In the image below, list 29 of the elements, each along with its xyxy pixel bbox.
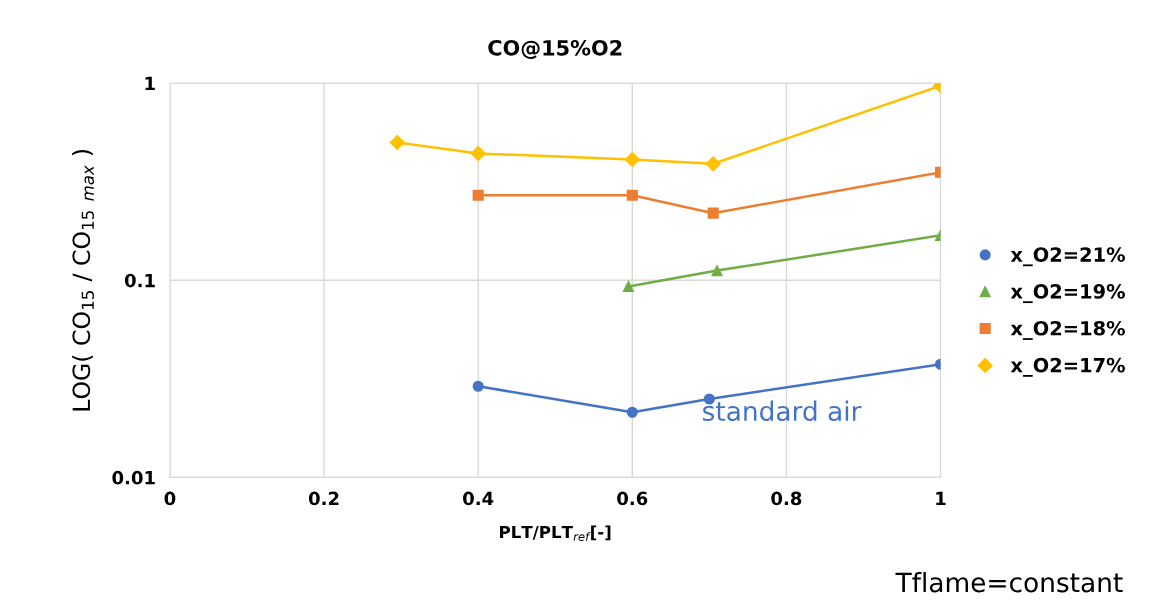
point bbox=[622, 280, 634, 293]
point bbox=[626, 406, 638, 418]
y-tick-label: 0.1 bbox=[124, 273, 155, 288]
point bbox=[470, 145, 486, 162]
point bbox=[707, 207, 719, 219]
x-tick-label: 0 bbox=[164, 491, 176, 506]
y-axis-title: LOG( CO$_{15}$ / CO$_{15 max}$ ) bbox=[71, 150, 95, 411]
legend-label: x_O2=19% bbox=[1010, 284, 1125, 304]
annotation: standard air bbox=[703, 400, 862, 422]
point bbox=[705, 156, 721, 172]
x-axis-title: PLT/PLT$_{ref}$[-] bbox=[500, 525, 611, 541]
x-tick-label: 0.4 bbox=[463, 491, 494, 506]
legend-label: x_O2=21% bbox=[1010, 247, 1125, 267]
point bbox=[472, 380, 484, 392]
x-tick-label: 0.6 bbox=[617, 491, 648, 506]
y-tick-label: 1 bbox=[145, 76, 155, 91]
x-tick-label: 0.8 bbox=[771, 491, 802, 506]
x-tick-label: 1 bbox=[936, 491, 946, 506]
y-tick-label: 0.01 bbox=[112, 470, 155, 485]
text: Tflame=constant bbox=[895, 571, 1123, 593]
point bbox=[389, 134, 405, 151]
x-tick-label: 0.2 bbox=[308, 491, 339, 506]
point bbox=[624, 151, 640, 168]
point bbox=[711, 265, 723, 277]
point bbox=[472, 189, 484, 201]
legend-label: x_O2=18% bbox=[1010, 320, 1125, 340]
legend-label: x_O2=17% bbox=[1010, 357, 1125, 377]
point bbox=[626, 189, 638, 201]
chart-title: CO@15%O2 bbox=[488, 39, 622, 60]
